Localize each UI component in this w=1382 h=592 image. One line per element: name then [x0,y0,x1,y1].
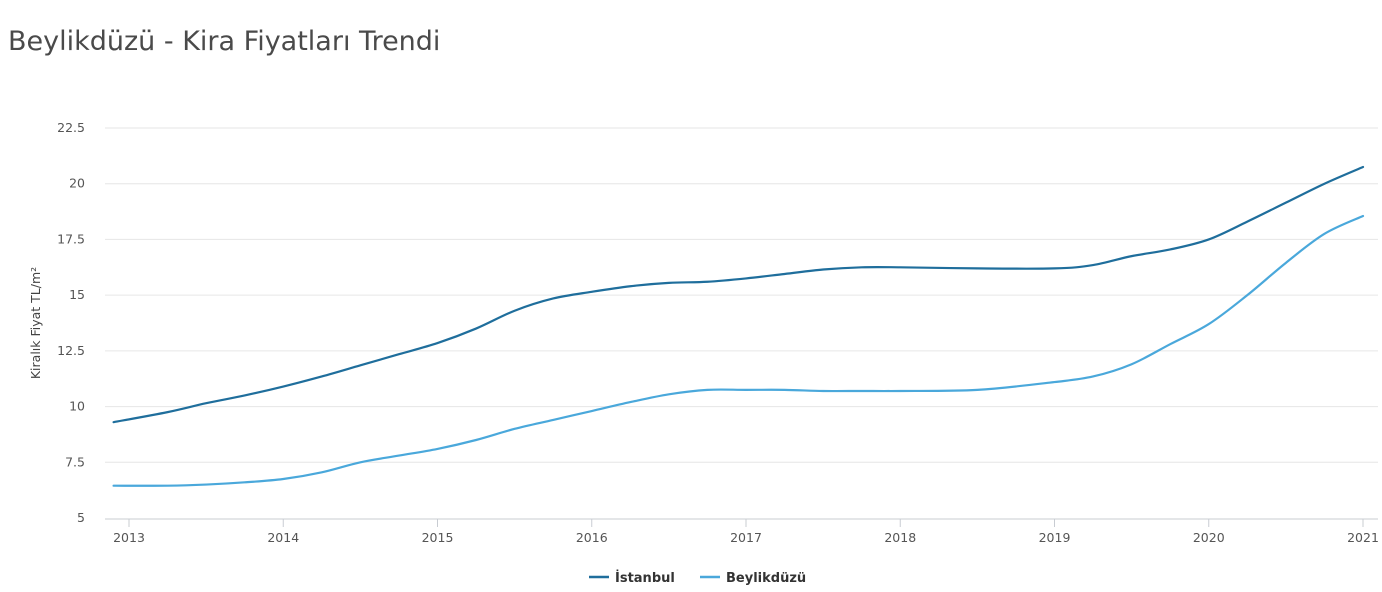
x-tick-label: 2016 [576,530,608,545]
y-tick-label: 7.5 [65,454,85,469]
y-axis-ticks: 5 7.5 10 12.5 15 17.5 20 22.5 [57,120,85,525]
y-tick-label: 20 [69,176,85,191]
x-axis: 2013 2014 2015 2016 2017 2018 2019 2020 2021 [105,518,1379,545]
legend-label: Beylikdüzü [726,571,806,586]
y-tick-label: 17.5 [57,231,85,246]
y-tick-label: 10 [69,399,85,414]
y-tick-label: 5 [77,510,85,525]
legend[interactable]: İstanbul Beylikdüzü [589,570,806,586]
legend-label: İstanbul [615,570,675,586]
series-lines [112,165,1365,487]
x-tick-label: 2013 [113,530,145,545]
x-tick-label: 2017 [730,530,762,545]
y-axis-title: Kiralık Fiyat TL/m² [28,267,43,379]
chart-title: Beylikdüzü - Kira Fiyatları Trendi [8,26,441,57]
series-line-istanbul [112,165,1365,424]
grid-lines [105,127,1378,463]
x-tick-label: 2021 [1347,530,1379,545]
x-tick-label: 2015 [422,530,454,545]
series-line-beylikduzu [112,214,1365,487]
y-tick-label: 12.5 [57,343,85,358]
x-tick-label: 2014 [267,530,299,545]
legend-item-beylikduzu[interactable]: Beylikdüzü [700,571,806,586]
y-tick-label: 15 [69,287,85,302]
x-tick-label: 2019 [1039,530,1071,545]
legend-item-istanbul[interactable]: İstanbul [589,570,675,586]
y-tick-label: 22.5 [57,120,85,135]
x-tick-label: 2018 [884,530,916,545]
axis-titles: Kiralık Fiyat TL/m² [28,267,43,379]
x-tick-label: 2020 [1193,530,1225,545]
